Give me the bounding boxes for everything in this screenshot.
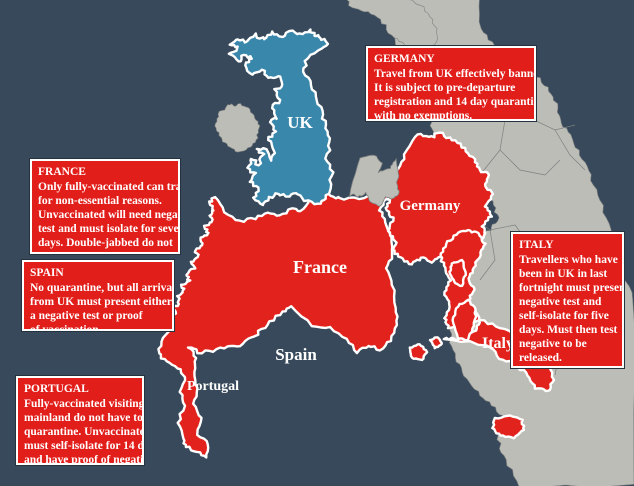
svg-text:UK: UK [287,113,313,132]
svg-text:France: France [293,257,347,277]
svg-text:Italy: Italy [482,335,514,352]
svg-text:Portugal: Portugal [187,379,239,394]
svg-text:Germany: Germany [400,198,461,214]
svg-text:Spain: Spain [275,345,317,364]
